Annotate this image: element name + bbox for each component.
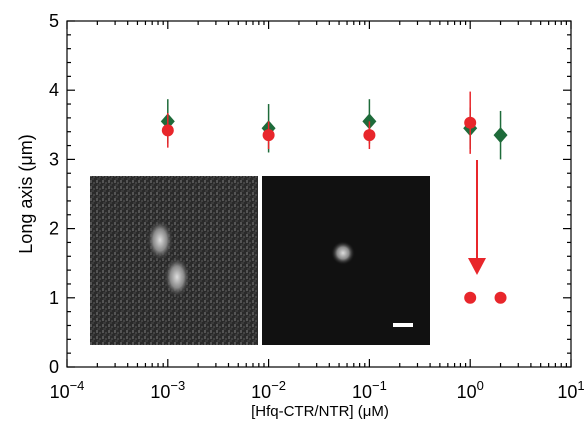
x-tick-label: 10−2: [251, 378, 286, 402]
y-tick-label: 5: [49, 11, 59, 31]
tick-exponent: −3: [170, 378, 185, 393]
spot: [331, 241, 355, 265]
tick-base: 10: [50, 382, 70, 402]
y-tick-label: 0: [49, 357, 59, 377]
y-tick-label: 1: [49, 288, 59, 308]
axes-frame: [66, 20, 572, 368]
x-tick-label: 10−1: [352, 378, 387, 402]
tick-base: 10: [251, 382, 271, 402]
data-point: [363, 129, 376, 142]
tick-exponent: 1: [577, 378, 584, 393]
inset-images: [90, 176, 430, 345]
data-point: [161, 124, 174, 137]
tick-base: 10: [352, 382, 372, 402]
x-tick-label: 100: [457, 378, 484, 402]
arrow-head: [468, 258, 486, 275]
data-point: [493, 127, 508, 144]
tick-exponent: −2: [271, 378, 286, 393]
cell-blob: [146, 218, 174, 262]
y-axis-label: Long axis (μm): [16, 134, 36, 253]
tick-exponent: 0: [477, 378, 484, 393]
data-point: [464, 116, 477, 129]
y-tick-label: 2: [49, 219, 59, 239]
x-tick-label: 10−3: [150, 378, 185, 402]
cell-blob: [163, 255, 191, 299]
tick-exponent: −1: [372, 378, 387, 393]
data-point: [464, 291, 477, 304]
arrow: [468, 160, 486, 275]
y-tick-label: 4: [49, 80, 59, 100]
tick-base: 10: [150, 382, 170, 402]
scale-bar: [393, 323, 413, 327]
x-tick-label: 10−4: [50, 378, 85, 402]
tick-base: 10: [457, 382, 477, 402]
y-tick-label: 3: [49, 149, 59, 169]
x-tick-label: 101: [557, 378, 584, 402]
data-point: [494, 291, 507, 304]
plot: [160, 91, 508, 304]
x-axis-label: [Hfq-CTR/NTR] (μM): [251, 403, 389, 420]
tick-exponent: −4: [70, 378, 85, 393]
tick-base: 10: [557, 382, 577, 402]
data-point: [262, 129, 275, 142]
